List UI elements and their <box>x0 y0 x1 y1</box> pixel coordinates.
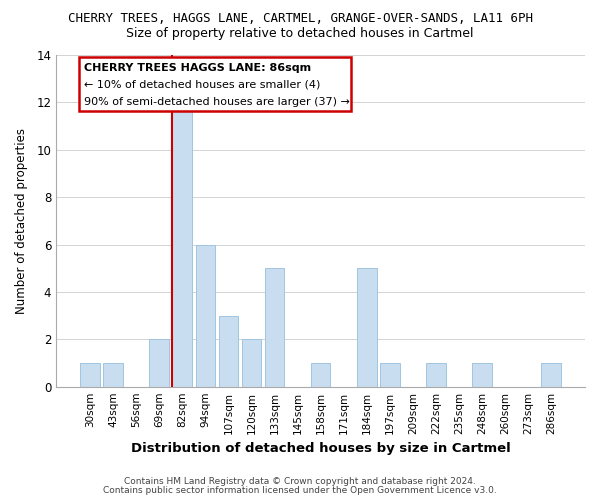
Bar <box>541 363 561 386</box>
Text: 90% of semi-detached houses are larger (37) →: 90% of semi-detached houses are larger (… <box>84 97 350 107</box>
Bar <box>218 316 238 386</box>
X-axis label: Distribution of detached houses by size in Cartmel: Distribution of detached houses by size … <box>131 442 511 455</box>
Bar <box>149 340 169 386</box>
Bar <box>196 244 215 386</box>
Bar <box>472 363 492 386</box>
Bar <box>103 363 123 386</box>
Bar <box>380 363 400 386</box>
Text: Contains HM Land Registry data © Crown copyright and database right 2024.: Contains HM Land Registry data © Crown c… <box>124 477 476 486</box>
Text: CHERRY TREES HAGGS LANE: 86sqm: CHERRY TREES HAGGS LANE: 86sqm <box>84 63 311 73</box>
Bar <box>242 340 261 386</box>
Text: Size of property relative to detached houses in Cartmel: Size of property relative to detached ho… <box>126 28 474 40</box>
Text: Contains public sector information licensed under the Open Government Licence v3: Contains public sector information licen… <box>103 486 497 495</box>
Y-axis label: Number of detached properties: Number of detached properties <box>15 128 28 314</box>
Bar <box>80 363 100 386</box>
Bar <box>357 268 377 386</box>
Text: ← 10% of detached houses are smaller (4): ← 10% of detached houses are smaller (4) <box>84 80 320 90</box>
Bar <box>172 102 192 387</box>
Bar <box>426 363 446 386</box>
Text: CHERRY TREES, HAGGS LANE, CARTMEL, GRANGE-OVER-SANDS, LA11 6PH: CHERRY TREES, HAGGS LANE, CARTMEL, GRANG… <box>67 12 533 26</box>
Bar <box>311 363 331 386</box>
FancyBboxPatch shape <box>79 57 350 110</box>
Bar <box>265 268 284 386</box>
